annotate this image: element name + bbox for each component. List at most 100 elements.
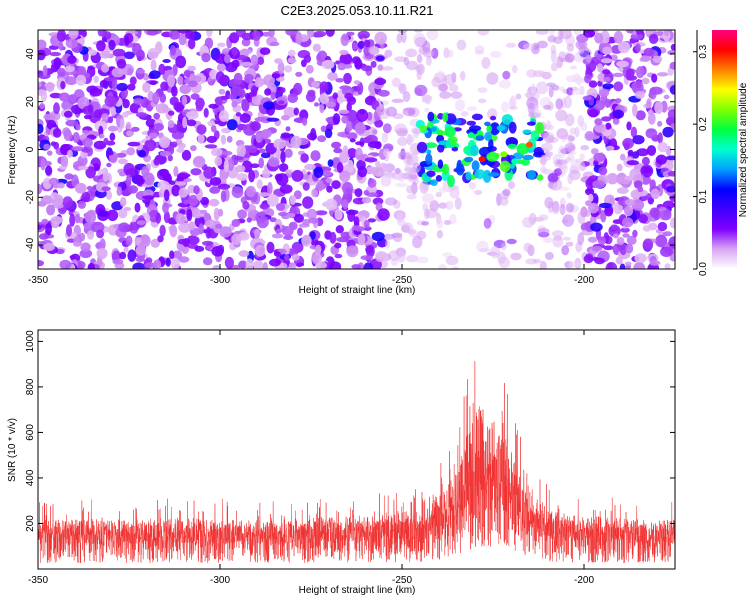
heatmap-cell bbox=[65, 38, 79, 49]
heatmap-cell bbox=[116, 59, 127, 69]
heatmap-cell bbox=[559, 30, 572, 40]
heatmap-cell bbox=[575, 39, 588, 50]
heatmap-cell bbox=[157, 180, 170, 190]
heatmap-cell bbox=[654, 101, 663, 115]
colorbar-scale bbox=[712, 30, 737, 269]
snr-y-axis-label: SNR (10 * v/v) bbox=[7, 418, 18, 482]
heatmap-cell bbox=[460, 111, 469, 117]
heatmap-cell bbox=[288, 221, 298, 231]
heatmap-cell bbox=[82, 129, 89, 135]
snr-x-axis-label: Height of straight line (km) bbox=[299, 585, 416, 596]
heatmap-cell bbox=[102, 171, 110, 182]
heatmap-cell bbox=[583, 254, 594, 264]
heatmap-cell bbox=[474, 189, 483, 196]
heatmap-cell bbox=[163, 210, 170, 224]
heatmap-cell bbox=[613, 81, 624, 92]
heatmap-cell bbox=[634, 90, 645, 99]
heatmap-cell bbox=[221, 150, 233, 156]
heatmap-cell bbox=[108, 125, 118, 132]
heatmap-cell bbox=[394, 168, 401, 174]
heatmap-cell bbox=[542, 237, 554, 244]
heatmap-cell bbox=[657, 132, 663, 144]
heatmap-cell bbox=[634, 253, 647, 263]
heatmap-cell bbox=[555, 109, 568, 122]
heatmap-cell bbox=[367, 141, 381, 149]
heatmap-cell bbox=[267, 157, 280, 167]
heatmap-cell bbox=[74, 213, 81, 224]
heatmap-cell bbox=[507, 143, 518, 149]
heatmap-cell bbox=[262, 168, 271, 179]
y-tick-label: 600 bbox=[25, 424, 36, 441]
heatmap-cell bbox=[565, 113, 575, 127]
heatmap-cell bbox=[530, 83, 536, 95]
heatmap-cell bbox=[153, 157, 160, 166]
heatmap-cell bbox=[81, 191, 91, 203]
heatmap-cell bbox=[612, 109, 625, 119]
heatmap-cell bbox=[643, 47, 655, 57]
heatmap-cell bbox=[311, 81, 320, 88]
heatmap-cell bbox=[64, 173, 74, 180]
heatmap-cell bbox=[594, 118, 603, 126]
heatmap-cell bbox=[425, 208, 438, 219]
heatmap-cell bbox=[38, 260, 44, 267]
heatmap-cell bbox=[106, 162, 112, 168]
heatmap-cell bbox=[136, 177, 145, 185]
heatmap-cell bbox=[483, 218, 492, 229]
heatmap-cell bbox=[287, 57, 297, 64]
heatmap-cell bbox=[186, 208, 193, 222]
heatmap-cell bbox=[58, 42, 64, 51]
heatmap-cell bbox=[307, 89, 316, 97]
heatmap-cell bbox=[397, 172, 406, 182]
heatmap-cell bbox=[573, 30, 582, 36]
heatmap-cell bbox=[584, 131, 595, 141]
heatmap-cell bbox=[259, 47, 271, 55]
heatmap-cell bbox=[459, 70, 466, 81]
heatmap-cell bbox=[72, 132, 80, 143]
heatmap-cell bbox=[204, 144, 218, 149]
heatmap-cell bbox=[543, 132, 555, 141]
heatmap-cell bbox=[125, 174, 132, 187]
heatmap-cell bbox=[84, 210, 97, 224]
heatmap-cell bbox=[371, 231, 385, 242]
heatmap-cell bbox=[618, 41, 631, 54]
heatmap-cell bbox=[664, 263, 671, 269]
heatmap-cell bbox=[188, 194, 199, 207]
heatmap-cell bbox=[99, 51, 111, 59]
heatmap-cell bbox=[448, 84, 459, 92]
heatmap-cell bbox=[360, 255, 373, 261]
heatmap-cell bbox=[437, 83, 449, 92]
heatmap-cell bbox=[337, 62, 347, 71]
heatmap-cell bbox=[250, 85, 258, 97]
heatmap-cell bbox=[242, 200, 250, 210]
heatmap-cell bbox=[571, 88, 582, 96]
heatmap-cell bbox=[231, 186, 244, 199]
heatmap-cell bbox=[526, 121, 536, 126]
heatmap-peak bbox=[525, 141, 533, 148]
heatmap-cell bbox=[554, 168, 563, 176]
heatmap-cell bbox=[57, 67, 66, 77]
heatmap-cell bbox=[619, 263, 626, 269]
heatmap-cell bbox=[605, 122, 612, 130]
heatmap-cell bbox=[516, 159, 524, 165]
heatmap-cell bbox=[413, 32, 426, 46]
snr-panel: -350 -300 -250 -200 200 400 600 800 1000 Height… bbox=[7, 329, 676, 596]
heatmap-cell bbox=[363, 45, 372, 57]
heatmap-cell bbox=[169, 180, 176, 186]
heatmap-cell bbox=[522, 154, 534, 160]
heatmap-cell bbox=[445, 255, 459, 266]
heatmap-cell bbox=[430, 179, 438, 187]
heatmap-cell bbox=[357, 166, 368, 178]
heatmap-cell bbox=[332, 113, 341, 125]
heatmap-cell bbox=[246, 145, 258, 154]
heatmap-cell bbox=[309, 231, 316, 240]
heatmap-cell bbox=[552, 84, 560, 91]
heatmap-cell bbox=[152, 92, 160, 105]
heatmap-cell bbox=[115, 152, 127, 158]
heatmap-cell bbox=[48, 177, 59, 186]
heatmap-cell bbox=[136, 68, 145, 74]
heatmap-cell bbox=[602, 83, 614, 90]
heatmap-cell bbox=[306, 30, 315, 38]
heatmap-cell bbox=[310, 150, 321, 162]
heatmap-cell bbox=[211, 246, 224, 257]
heatmap-cell bbox=[290, 195, 296, 205]
